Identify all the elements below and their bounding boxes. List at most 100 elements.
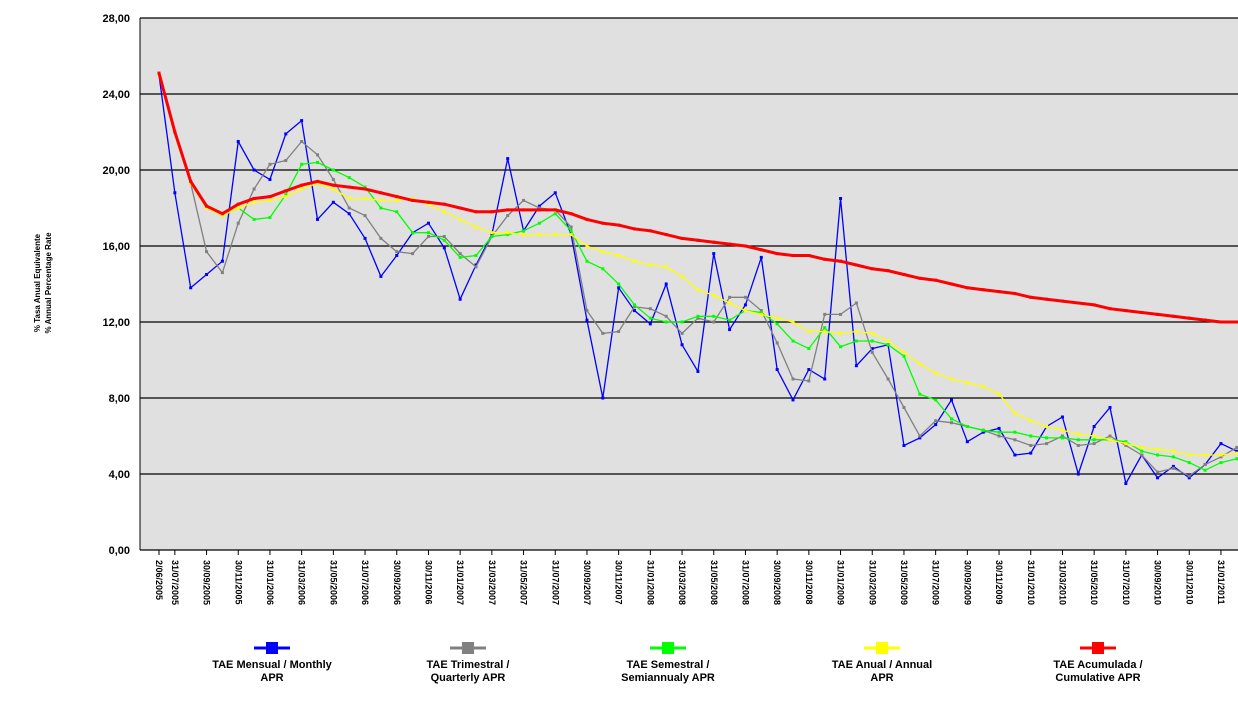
legend-swatch (1080, 642, 1116, 654)
point-marker (981, 288, 985, 292)
point-marker (1076, 301, 1080, 305)
point-marker (633, 227, 636, 231)
point-marker (1108, 434, 1112, 438)
point-marker (537, 208, 541, 212)
point-marker (664, 320, 668, 324)
point-marker (839, 331, 843, 335)
point-marker (981, 430, 985, 434)
point-marker (1092, 425, 1096, 428)
point-marker (743, 309, 747, 313)
point-marker (775, 252, 779, 256)
legend-item: TAE Acumulada / Cumulative APR (1008, 640, 1188, 685)
point-marker (648, 229, 652, 233)
point-marker (791, 377, 795, 381)
point-marker (537, 221, 541, 225)
point-marker (1076, 432, 1080, 436)
point-marker (728, 242, 732, 246)
point-marker (347, 185, 351, 189)
point-marker (426, 235, 430, 238)
point-marker (569, 212, 573, 216)
point-marker (664, 233, 668, 237)
point-marker (268, 178, 272, 181)
point-marker (220, 271, 224, 275)
legend-swatch (450, 642, 486, 654)
legend-swatch (650, 642, 686, 654)
point-marker (902, 273, 906, 276)
x-tick-label: 31/07/2009 (931, 560, 941, 605)
point-marker (1235, 320, 1238, 324)
point-marker (205, 250, 209, 254)
point-marker (426, 200, 430, 204)
point-marker (712, 314, 716, 318)
point-marker (490, 231, 494, 235)
point-marker (569, 225, 573, 229)
x-tick-label: 31/07/2007 (550, 560, 560, 605)
point-marker (1124, 440, 1128, 444)
point-marker (633, 259, 636, 263)
point-marker (1203, 463, 1207, 466)
point-marker (1092, 438, 1096, 442)
point-marker (1076, 444, 1080, 447)
point-marker (442, 246, 446, 250)
point-marker (1124, 309, 1128, 313)
point-marker (395, 210, 399, 214)
point-marker (712, 293, 716, 297)
point-marker (950, 421, 953, 425)
point-marker (585, 259, 589, 263)
point-marker (268, 198, 272, 202)
point-marker (886, 377, 890, 381)
point-marker (712, 240, 716, 244)
point-marker (363, 236, 367, 240)
point-marker (1108, 406, 1112, 409)
point-marker (1140, 453, 1144, 457)
point-marker (316, 153, 319, 157)
point-marker (1219, 320, 1223, 324)
x-tick-label: 31/01/2008 (645, 560, 655, 605)
point-marker (601, 396, 605, 400)
point-marker (870, 350, 874, 354)
point-marker (252, 168, 256, 172)
point-marker (1108, 438, 1112, 442)
point-marker (728, 318, 732, 322)
point-marker (173, 191, 177, 195)
point-marker (506, 157, 510, 161)
x-tick-label: 30/11/2005 (233, 560, 243, 605)
point-marker (268, 216, 272, 219)
point-marker (791, 254, 795, 257)
point-marker (458, 255, 462, 259)
point-marker (791, 339, 795, 343)
point-marker (791, 320, 795, 324)
point-marker (205, 204, 209, 208)
point-marker (331, 168, 335, 172)
point-marker (918, 276, 922, 280)
point-marker (934, 398, 938, 402)
y-tick-label: 8,00 (109, 393, 130, 405)
point-marker (854, 364, 858, 368)
x-tick-label: 31/05/2009 (899, 560, 909, 605)
point-marker (474, 265, 478, 269)
x-tick-label: 31/03/2008 (677, 560, 687, 605)
point-marker (886, 339, 890, 343)
point-marker (1219, 442, 1223, 446)
point-marker (1219, 461, 1223, 465)
point-marker (743, 303, 747, 307)
point-marker (823, 312, 827, 316)
legend-marker (266, 642, 278, 654)
point-marker (395, 198, 399, 202)
point-marker (918, 392, 922, 396)
y-axis-title: % Annual Percentage Rate (44, 232, 53, 334)
point-marker (1219, 453, 1223, 457)
point-marker (1171, 464, 1175, 468)
point-marker (458, 252, 462, 256)
point-marker (902, 354, 906, 358)
point-marker (252, 217, 256, 221)
point-marker (363, 185, 367, 189)
point-marker (300, 162, 304, 166)
point-marker (902, 444, 906, 447)
point-marker (173, 130, 177, 134)
point-marker (236, 140, 240, 143)
point-marker (347, 206, 351, 210)
point-marker (553, 208, 557, 212)
legend-marker (662, 642, 674, 654)
point-marker (997, 290, 1001, 294)
